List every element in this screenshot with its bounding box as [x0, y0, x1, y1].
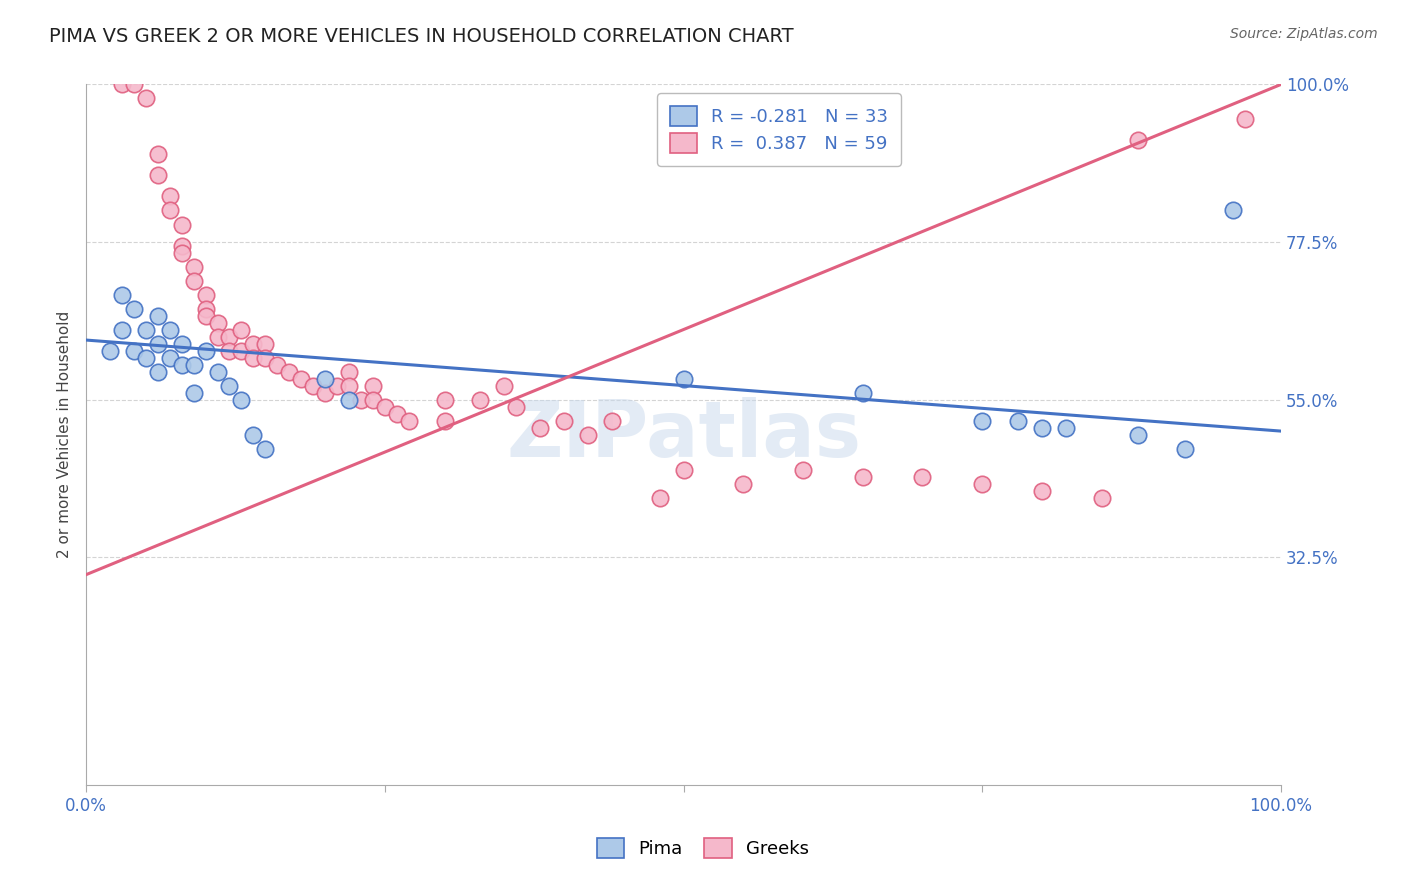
Point: [1234, 112, 1257, 127]
Point: [302, 378, 325, 392]
Text: Source: ZipAtlas.com: Source: ZipAtlas.com: [1230, 27, 1378, 41]
Point: [433, 414, 456, 428]
Point: [207, 365, 229, 379]
Point: [553, 414, 575, 428]
Point: [183, 273, 205, 287]
Point: [314, 371, 336, 385]
Point: [326, 378, 349, 392]
Point: [600, 414, 623, 428]
Point: [1126, 133, 1149, 147]
Point: [972, 414, 994, 428]
Point: [159, 203, 181, 218]
Y-axis label: 2 or more Vehicles in Household: 2 or more Vehicles in Household: [58, 311, 72, 558]
Point: [576, 427, 599, 442]
Point: [1031, 483, 1053, 498]
Point: [183, 260, 205, 274]
Point: [290, 371, 312, 385]
Point: [648, 491, 671, 505]
Point: [1174, 442, 1197, 456]
Point: [194, 343, 217, 358]
Point: [911, 469, 934, 483]
Legend: Pima, Greeks: Pima, Greeks: [589, 830, 817, 865]
Point: [254, 351, 277, 365]
Point: [122, 301, 145, 316]
Point: [385, 407, 408, 421]
Point: [529, 420, 551, 434]
Point: [314, 385, 336, 400]
Point: [1222, 203, 1244, 218]
Point: [194, 287, 217, 301]
Point: [111, 322, 134, 336]
Point: [337, 378, 360, 392]
Point: [135, 322, 157, 336]
Point: [146, 309, 169, 323]
Point: [159, 189, 181, 203]
Point: [350, 392, 373, 407]
Point: [374, 400, 396, 414]
Point: [733, 476, 755, 491]
Point: [231, 392, 253, 407]
Point: [111, 287, 134, 301]
Point: [135, 91, 157, 105]
Point: [122, 78, 145, 92]
Point: [1054, 420, 1077, 434]
Point: [1031, 420, 1053, 434]
Point: [1007, 414, 1029, 428]
Point: [207, 329, 229, 343]
Point: [852, 385, 875, 400]
Text: ZIPatlas: ZIPatlas: [506, 397, 860, 473]
Point: [170, 245, 193, 260]
Point: [1126, 427, 1149, 442]
Point: [98, 343, 121, 358]
Point: [146, 169, 169, 183]
Point: [146, 147, 169, 161]
Point: [231, 343, 253, 358]
Point: [183, 358, 205, 372]
Point: [505, 400, 527, 414]
Point: [972, 476, 994, 491]
Point: [159, 322, 181, 336]
Point: [254, 336, 277, 351]
Point: [672, 371, 695, 385]
Point: [337, 392, 360, 407]
Point: [146, 336, 169, 351]
Point: [266, 358, 288, 372]
Point: [470, 392, 492, 407]
Point: [361, 378, 384, 392]
Point: [218, 378, 240, 392]
Point: [433, 392, 456, 407]
Point: [170, 238, 193, 252]
Legend: R = -0.281   N = 33, R =  0.387   N = 59: R = -0.281 N = 33, R = 0.387 N = 59: [657, 94, 901, 166]
Point: [337, 365, 360, 379]
Point: [135, 351, 157, 365]
Text: PIMA VS GREEK 2 OR MORE VEHICLES IN HOUSEHOLD CORRELATION CHART: PIMA VS GREEK 2 OR MORE VEHICLES IN HOUS…: [49, 27, 794, 45]
Point: [146, 365, 169, 379]
Point: [672, 462, 695, 476]
Point: [494, 378, 516, 392]
Point: [792, 462, 814, 476]
Point: [218, 329, 240, 343]
Point: [242, 351, 264, 365]
Point: [170, 218, 193, 232]
Point: [254, 442, 277, 456]
Point: [170, 336, 193, 351]
Point: [242, 427, 264, 442]
Point: [194, 309, 217, 323]
Point: [183, 385, 205, 400]
Point: [111, 78, 134, 92]
Point: [122, 343, 145, 358]
Point: [170, 358, 193, 372]
Point: [159, 351, 181, 365]
Point: [852, 469, 875, 483]
Point: [278, 365, 301, 379]
Point: [361, 392, 384, 407]
Point: [194, 301, 217, 316]
Point: [242, 336, 264, 351]
Point: [1091, 491, 1114, 505]
Point: [398, 414, 420, 428]
Point: [231, 322, 253, 336]
Point: [207, 316, 229, 330]
Point: [218, 343, 240, 358]
